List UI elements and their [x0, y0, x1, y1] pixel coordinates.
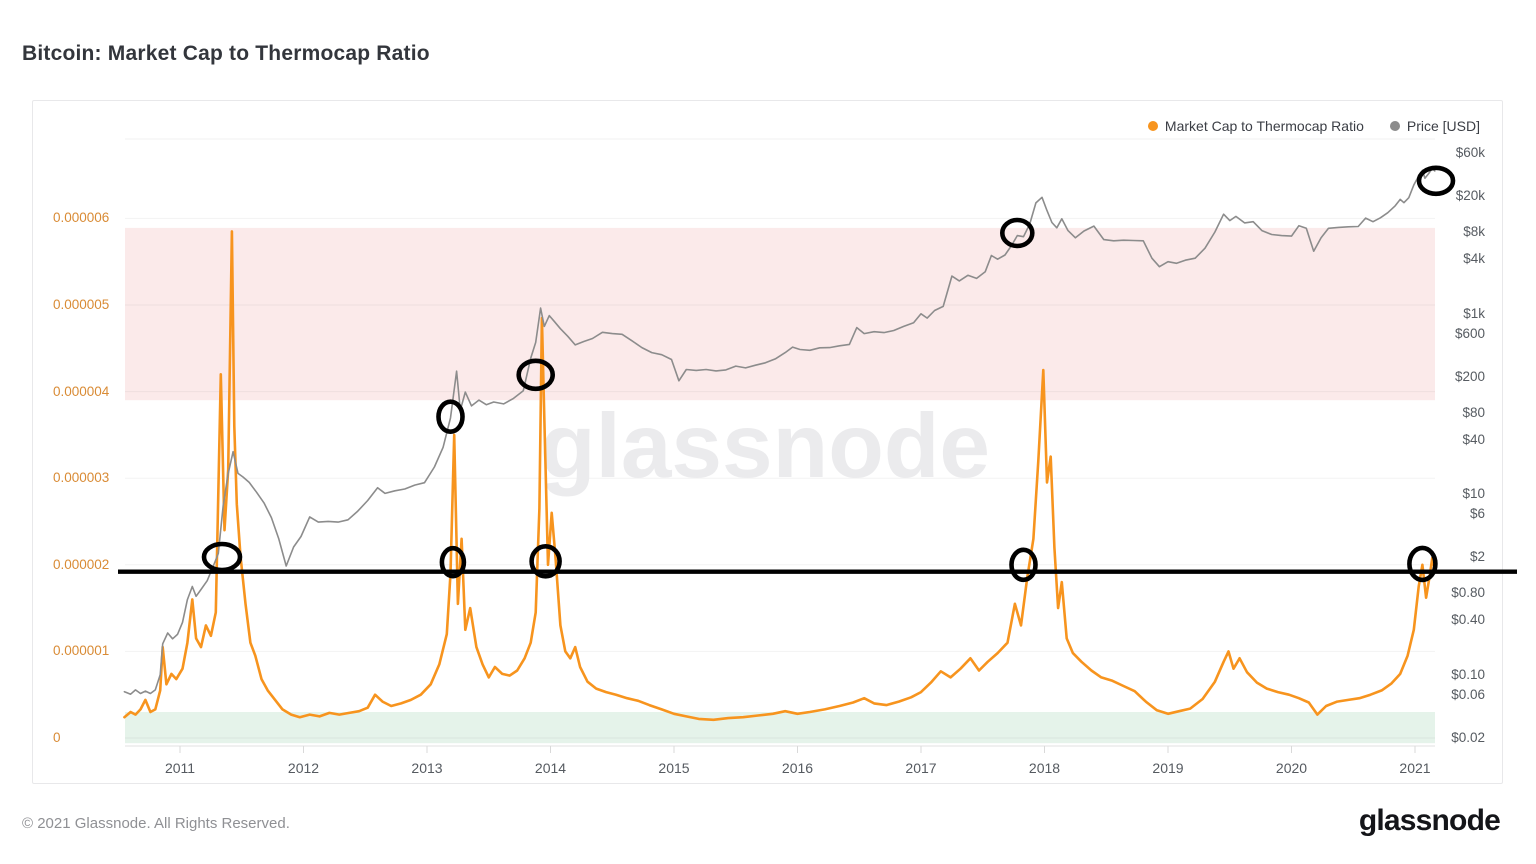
x-axis-label: 2021 [1399, 760, 1431, 776]
right-axis-label: $80 [1462, 404, 1485, 420]
legend-label-ratio: Market Cap to Thermocap Ratio [1164, 118, 1364, 134]
right-axis-label: $20k [1455, 188, 1485, 204]
x-axis-label: 2018 [1028, 760, 1061, 776]
right-axis-label: $2 [1469, 549, 1485, 565]
band-overheated-pink [125, 227, 1435, 401]
right-axis-label: $10 [1462, 486, 1485, 502]
x-axis-label: 2020 [1275, 760, 1308, 776]
annotation-circle [201, 541, 243, 573]
right-axis-label: $0.80 [1451, 585, 1485, 601]
chart-card [32, 100, 1503, 784]
annotation-circle [1416, 165, 1456, 197]
right-axis-label: $600 [1454, 325, 1485, 341]
legend-label-price: Price [USD] [1406, 118, 1480, 134]
page-title: Bitcoin: Market Cap to Thermocap Ratio [22, 42, 430, 65]
annotation-circle [436, 399, 465, 435]
legend-item-price[interactable]: Price [USD] [1389, 118, 1480, 134]
right-axis-label: $60k [1455, 145, 1485, 160]
glassnode-logo: glassnode [1358, 804, 1501, 837]
right-axis-label: $40 [1462, 431, 1485, 447]
right-axis-label: $0.10 [1451, 666, 1485, 682]
x-axis-label: 2014 [534, 760, 567, 776]
right-axis-label: $200 [1454, 368, 1485, 384]
series-line-1 [123, 167, 1436, 696]
right-axis-label: $4k [1463, 251, 1485, 267]
ratio-series-dot-icon [1147, 121, 1158, 131]
band-cool-green [125, 712, 1435, 744]
series-line-0 [123, 230, 1437, 722]
x-axis-label: 2017 [905, 760, 937, 776]
price-series-dot-icon [1389, 121, 1400, 131]
annotation-circle [999, 217, 1035, 249]
copyright-text: © 2021 Glassnode. All Rights Reserved. [22, 815, 290, 832]
left-axis-label: 0.000002 [53, 556, 110, 572]
right-axis-label: $0.02 [1451, 729, 1485, 745]
left-axis-label: 0.000003 [53, 470, 110, 486]
left-axis-label: 0 [53, 730, 61, 745]
legend-item-ratio[interactable]: Market Cap to Thermocap Ratio [1147, 118, 1364, 134]
left-axis-label: 0.000006 [53, 210, 110, 226]
left-axis-label: 0.000001 [53, 643, 110, 659]
x-axis-label: 2013 [411, 760, 443, 776]
chart-legend: Market Cap to Thermocap Ratio Price [USD… [1147, 118, 1480, 134]
annotation-circle [529, 543, 562, 579]
right-axis-label: $0.40 [1451, 612, 1485, 628]
annotation-circle [1407, 545, 1438, 583]
right-axis-label: $6 [1469, 506, 1485, 522]
left-axis-label: 0.000004 [53, 383, 110, 399]
x-axis-label: 2019 [1152, 760, 1184, 776]
x-axis-label: 2011 [164, 760, 196, 776]
annotation-circle [1009, 547, 1038, 583]
annotation-circle [439, 545, 467, 579]
right-axis-label: $0.06 [1451, 686, 1485, 702]
right-axis-label: $1k [1463, 305, 1485, 321]
glassnode-watermark: glassnode [540, 396, 990, 497]
x-axis-label: 2016 [781, 760, 814, 776]
right-axis-label: $8k [1463, 224, 1485, 240]
left-axis-label: 0.000005 [53, 297, 110, 312]
annotation-circle [516, 358, 556, 392]
x-axis-label: 2012 [287, 760, 320, 776]
x-axis-label: 2015 [658, 760, 690, 776]
